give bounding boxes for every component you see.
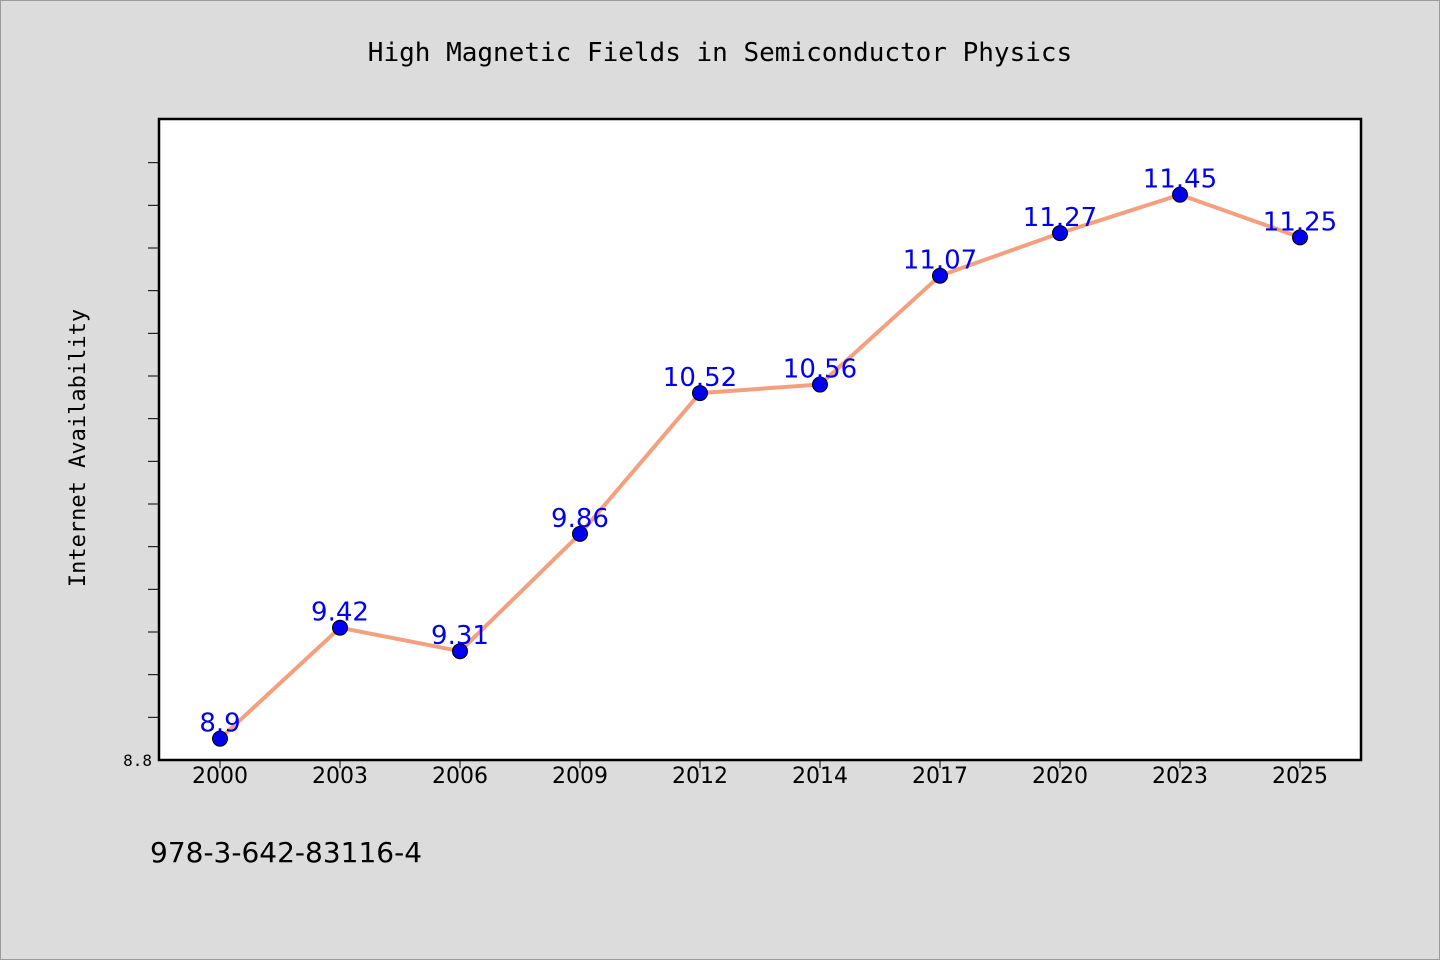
x-tick-label-2006: 2006 [432,764,488,789]
data-label-2017: 11.07 [903,246,977,276]
x-tick-label-2025: 2025 [1272,764,1328,789]
x-tick-label-2003: 2003 [312,764,368,789]
x-tick-label-2020: 2020 [1032,764,1088,789]
data-label-2014: 10.56 [783,355,857,385]
data-labels: 8.9 9.42 9.31 9.86 10.52 10.56 11.07 11.27 11.45… [199,165,1337,739]
data-point-2000 [212,730,228,747]
y-axis-ticks: 8.8 [123,162,159,770]
x-tick-label-2017: 2017 [912,764,968,789]
isbn-footer: 978-3-642-83116-4 [150,836,422,869]
data-point-2006 [452,643,468,660]
data-point-2009 [572,525,588,542]
x-tick-label-2009: 2009 [552,764,608,789]
y-axis-label: Internet Availability [66,309,91,587]
data-label-2012: 10.52 [663,363,737,393]
data-point-2020 [1052,225,1068,242]
x-tick-label-2012: 2012 [672,764,728,789]
data-label-2000: 8.9 [199,709,240,739]
series-line [218,192,1301,741]
data-point-2025 [1292,229,1308,246]
data-label-2020: 11.27 [1023,203,1097,233]
y-tick-label: 8.8 [123,751,152,770]
data-point-2017 [932,267,948,284]
data-point-2023 [1172,186,1188,203]
chart-title: High Magnetic Fields in Semiconductor Ph… [368,38,1072,68]
plot-area [157,117,1363,762]
data-label-2006: 9.31 [431,621,489,651]
data-label-2009: 9.86 [551,504,609,534]
data-label-2003: 9.42 [311,598,369,628]
data-label-2023: 11.45 [1143,165,1217,195]
data-point-2012 [692,385,708,402]
data-markers [212,186,1308,747]
x-tick-label-2023: 2023 [1152,764,1208,789]
x-tick-label-2014: 2014 [792,764,848,789]
x-tick-label-2000: 2000 [192,764,248,789]
data-label-2025: 11.25 [1263,207,1337,237]
data-point-2003 [332,619,348,636]
x-axis-ticks: 2000 2003 2006 2009 2012 2014 2017 2020 2023 2025 [192,760,1328,789]
data-point-2014 [812,376,828,393]
